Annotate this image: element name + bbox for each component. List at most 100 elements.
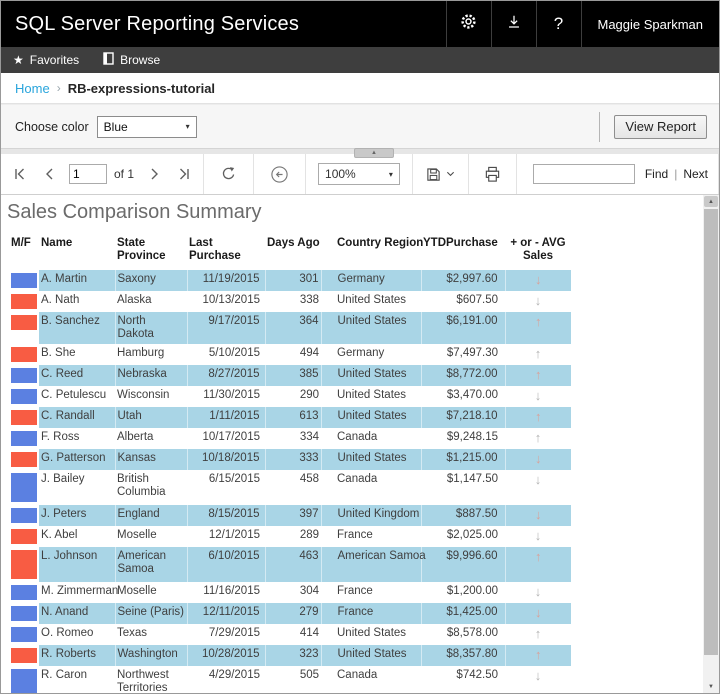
ytd-purchase-cell: $1,425.00 <box>421 603 506 624</box>
next-page-button[interactable] <box>139 154 169 194</box>
ytd-purchase-cell: $8,357.80 <box>421 645 506 666</box>
last-purchase-cell: 9/17/2015 <box>187 312 266 344</box>
table-row: J. Bailey British Columbia 6/15/2015 458… <box>6 470 571 505</box>
download-button[interactable] <box>490 1 536 47</box>
toolbar-separator <box>253 154 255 194</box>
state-cell: Kansas <box>115 449 188 470</box>
table-row: L. Johnson American Samoa 6/10/2015 463 … <box>6 547 571 582</box>
help-button[interactable]: ? <box>535 1 581 47</box>
last-purchase-cell: 12/1/2015 <box>208 529 260 541</box>
breadcrumb-current: RB-expressions-tutorial <box>67 80 216 96</box>
first-page-button[interactable] <box>1 154 35 194</box>
vertical-divider <box>599 111 601 142</box>
name-cell: J. Bailey <box>41 473 85 485</box>
name-cell: G. Patterson <box>39 449 116 470</box>
view-report-button[interactable]: View Report <box>614 114 707 139</box>
trend-cell: ↓ <box>505 505 571 526</box>
nav-item-favorites[interactable]: ★ Favorites <box>1 47 91 73</box>
scrollbar-down-button[interactable]: ▼ <box>703 681 719 692</box>
refresh-button[interactable] <box>204 154 253 194</box>
table-row: B. Sanchez North Dakota 9/17/2015 364 Un… <box>6 312 571 344</box>
gender-color-swatch <box>11 368 37 383</box>
trend-cell: ↑ <box>505 547 571 582</box>
days-ago-cell: 505 <box>299 669 319 681</box>
days-ago-cell: 385 <box>265 365 322 386</box>
user-menu[interactable]: Maggie Sparkman <box>580 1 720 47</box>
splitter-strip: ▲ <box>1 148 719 158</box>
gender-color-swatch <box>11 347 37 362</box>
table-row: N. Anand Seine (Paris) 12/11/2015 279 Fr… <box>6 603 571 624</box>
state-cell: Utah <box>115 407 188 428</box>
days-ago-cell: 338 <box>299 294 319 306</box>
gender-color-swatch <box>11 452 37 467</box>
choose-color-select[interactable]: Blue ▾ <box>96 115 197 138</box>
back-button[interactable] <box>254 154 305 194</box>
table-row: C. Reed Nebraska 8/27/2015 385 United St… <box>6 365 571 386</box>
last-purchase-cell: 6/15/2015 <box>208 473 260 485</box>
vertical-scrollbar[interactable]: ▲ ▼ <box>703 195 719 693</box>
trend-cell: ↓ <box>505 582 571 603</box>
ytd-purchase-cell: $887.50 <box>421 505 506 526</box>
toolbar-separator <box>718 154 719 194</box>
ytd-purchase-cell: $9,248.15 <box>446 431 498 443</box>
toolbar-separator <box>305 154 307 194</box>
page-number-input[interactable] <box>69 164 107 184</box>
table-row: A. Martin Saxony 11/19/2015 301 Germany … <box>6 270 571 291</box>
back-circle-icon <box>271 165 288 183</box>
settings-button[interactable] <box>445 1 491 47</box>
find-text-input[interactable] <box>532 164 635 184</box>
last-page-button[interactable] <box>169 154 203 194</box>
last-purchase-cell: 7/29/2015 <box>208 627 260 639</box>
table-row: O. Romeo Texas 7/29/2015 414 United Stat… <box>6 624 571 645</box>
trend-arrow-icon: ↓ <box>534 472 542 487</box>
state-cell: Hamburg <box>117 347 165 359</box>
app-title: SQL Server Reporting Services <box>15 12 300 35</box>
name-cell: M. Zimmerman <box>41 585 119 597</box>
name-cell: A. Martin <box>39 270 116 291</box>
mf-cell <box>6 386 39 407</box>
days-ago-cell: 494 <box>299 347 319 359</box>
country-cell: United States <box>337 294 407 306</box>
save-export-button[interactable] <box>413 154 468 194</box>
report-content: Sales Comparison Summary M/F Name State … <box>1 195 702 693</box>
help-icon: ? <box>553 14 564 33</box>
nav-item-browse[interactable]: Browse <box>91 47 172 73</box>
name-cell: C. Reed <box>39 365 116 386</box>
days-ago-cell: 364 <box>265 312 322 344</box>
report-toolbar: of 1 100% ▾ Find | Nex <box>1 154 719 195</box>
days-ago-cell: 290 <box>299 389 319 401</box>
mf-cell <box>6 407 39 428</box>
gender-color-swatch <box>11 669 37 693</box>
last-page-icon <box>180 168 189 180</box>
country-cell: Canada <box>337 431 378 443</box>
trend-arrow-icon: ↑ <box>535 647 542 662</box>
ytd-purchase-cell: $2,025.00 <box>446 529 498 541</box>
mf-cell <box>6 365 39 386</box>
scrollbar-up-button[interactable]: ▲ <box>704 196 718 207</box>
mf-cell <box>6 344 39 365</box>
scroll-down-icon: ▼ <box>708 683 714 690</box>
breadcrumb-home-link[interactable]: Home <box>15 80 50 96</box>
previous-page-button[interactable] <box>35 154 65 194</box>
trend-arrow-icon: ↑ <box>535 367 542 382</box>
print-button[interactable] <box>469 154 516 194</box>
trend-arrow-icon: ↓ <box>535 507 542 522</box>
find-link[interactable]: Find <box>644 167 669 181</box>
parameter-collapse-handle[interactable]: ▲ <box>354 148 394 158</box>
table-row: A. Nath Alaska 10/13/2015 338 United Sta… <box>6 291 571 312</box>
column-header-name: Name <box>41 237 73 249</box>
last-purchase-cell: 10/13/2015 <box>202 294 260 306</box>
ytd-purchase-cell: $7,497.30 <box>446 347 498 359</box>
country-cell: United States <box>337 389 407 401</box>
mf-cell <box>6 291 39 312</box>
name-cell: B. She <box>41 347 76 359</box>
days-ago-cell: 301 <box>265 270 322 291</box>
zoom-select[interactable]: 100% ▾ <box>318 163 400 185</box>
nav-bar: ★ Favorites Browse <box>1 47 719 73</box>
scrollbar-thumb[interactable] <box>704 209 718 655</box>
toolbar-separator <box>411 154 413 194</box>
report-pane: Sales Comparison Summary M/F Name State … <box>1 195 719 693</box>
browse-label: Browse <box>120 53 161 67</box>
country-cell: Germany <box>321 270 422 291</box>
next-link[interactable]: Next <box>683 167 708 181</box>
